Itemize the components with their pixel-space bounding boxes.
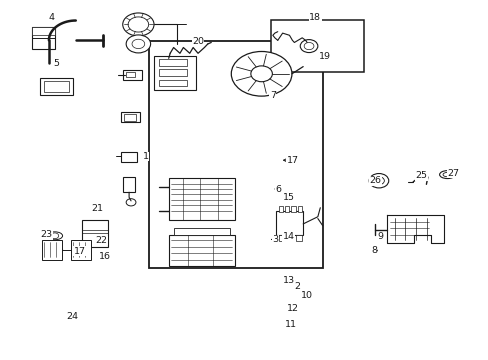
Bar [121,152,137,162]
Bar [44,81,69,92]
Text: 25: 25 [415,171,427,180]
Ellipse shape [439,171,454,179]
Text: 9: 9 [377,233,383,242]
Bar [276,211,303,235]
Bar [271,20,364,72]
Text: 5: 5 [53,58,59,68]
Circle shape [51,233,59,239]
Bar [149,41,322,268]
Bar [296,235,302,241]
Text: 11: 11 [285,320,296,329]
Bar [123,114,136,121]
Bar [159,59,187,66]
Circle shape [128,17,148,32]
Circle shape [373,177,384,185]
Circle shape [126,35,150,53]
Bar [285,206,289,212]
Text: 14: 14 [282,233,294,242]
Bar [32,27,55,49]
Bar [121,112,140,122]
Text: 24: 24 [66,311,78,320]
Bar [278,206,283,212]
Circle shape [51,247,59,252]
Polygon shape [386,215,443,243]
Text: 8: 8 [370,246,376,255]
Text: 13: 13 [282,276,294,284]
Bar [287,235,293,241]
Text: 10: 10 [300,291,312,300]
Text: 17: 17 [286,156,298,165]
Text: 2: 2 [294,282,300,291]
Bar [82,220,107,247]
Bar [291,206,295,212]
Circle shape [231,51,291,96]
Bar [168,178,234,220]
Text: 27: 27 [447,169,459,178]
Circle shape [132,39,144,49]
Text: 7: 7 [269,91,275,100]
Text: 16: 16 [99,252,111,261]
Circle shape [122,13,154,36]
Circle shape [250,66,272,82]
Bar [71,240,91,260]
Bar [159,80,187,86]
Circle shape [304,42,313,50]
Bar [40,78,73,95]
Circle shape [126,199,136,206]
Text: 19: 19 [319,52,330,61]
Text: 12: 12 [286,304,298,313]
Bar [32,27,55,35]
Bar [159,69,187,76]
Text: 23: 23 [41,230,52,239]
Text: 1: 1 [142,152,148,161]
Text: 15: 15 [282,193,294,202]
Bar [123,177,135,192]
Bar [126,72,135,77]
Ellipse shape [47,232,62,240]
Ellipse shape [47,246,62,253]
Bar [41,240,62,260]
Text: 26: 26 [369,176,381,185]
Text: 6: 6 [275,184,281,194]
Bar [297,206,302,212]
Text: 4: 4 [48,13,54,22]
Ellipse shape [442,172,451,177]
Text: 22: 22 [96,236,107,245]
Circle shape [368,174,388,188]
Bar [278,235,284,241]
Circle shape [300,40,317,53]
Bar [168,235,234,266]
Text: 3: 3 [272,235,278,244]
Text: 17: 17 [74,247,85,256]
Bar [173,228,229,235]
Bar [154,56,195,90]
Text: 20: 20 [192,37,203,46]
Text: 18: 18 [309,13,321,22]
Bar [123,70,142,80]
Text: 21: 21 [91,203,102,212]
